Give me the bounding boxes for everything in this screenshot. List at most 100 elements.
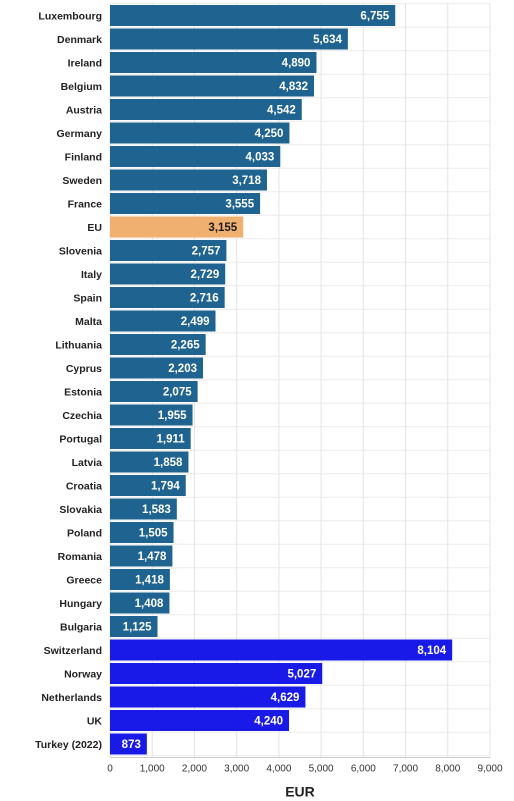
category-label: Slovakia <box>59 504 102 516</box>
bar <box>110 428 191 449</box>
x-tick-label: 5,000 <box>309 764 334 775</box>
value-label: 1,955 <box>158 410 187 422</box>
bar <box>110 498 177 520</box>
x-tick-label: 4,000 <box>266 764 291 775</box>
bar <box>110 310 216 332</box>
value-label: 4,542 <box>267 105 296 117</box>
bar <box>110 52 317 73</box>
category-label: Norway <box>64 668 102 680</box>
value-label: 1,125 <box>123 622 152 634</box>
category-label: Latvia <box>72 457 103 469</box>
x-tick-label: 2,000 <box>182 764 207 775</box>
value-label: 5,027 <box>287 669 316 681</box>
category-label: UK <box>87 715 103 727</box>
value-label: 2,203 <box>168 363 197 375</box>
category-label: Luxembourg <box>38 10 102 22</box>
bar <box>110 733 147 755</box>
bar <box>110 639 453 661</box>
value-label: 4,250 <box>255 128 284 140</box>
value-label: 4,240 <box>254 716 283 728</box>
value-label: 2,499 <box>181 316 210 328</box>
category-label: Bulgaria <box>60 621 102 633</box>
category-label: Turkey (2022) <box>35 739 102 751</box>
category-label: Hungary <box>59 598 102 610</box>
value-label: 4,033 <box>246 152 275 164</box>
category-label: Netherlands <box>41 692 102 704</box>
category-label: Ireland <box>68 57 102 69</box>
category-label: Malta <box>75 316 102 328</box>
bar <box>110 263 226 285</box>
value-label: 873 <box>122 739 141 751</box>
value-label: 2,757 <box>192 246 221 258</box>
value-label: 1,858 <box>154 457 183 469</box>
bar <box>110 357 204 379</box>
bar <box>110 381 198 402</box>
bar <box>110 686 306 708</box>
bar <box>110 475 186 496</box>
bar <box>110 710 290 731</box>
category-label: Croatia <box>66 480 102 492</box>
category-label: Austria <box>66 104 102 116</box>
category-label: France <box>68 198 103 210</box>
category-label: Spain <box>73 292 102 304</box>
value-label: 3,155 <box>208 222 237 234</box>
category-label: Italy <box>81 269 102 281</box>
category-label: EU <box>87 222 102 234</box>
bar <box>110 616 158 637</box>
value-label: 3,555 <box>225 199 254 211</box>
value-label: 2,265 <box>171 340 200 352</box>
value-label: 4,629 <box>271 692 300 704</box>
value-label: 4,832 <box>279 81 308 93</box>
value-label: 1,911 <box>157 434 186 446</box>
value-label: 2,075 <box>163 387 192 399</box>
value-label: 2,716 <box>190 293 219 305</box>
category-labels: Luxembourg Denmark Ireland Belgium Austria Ge… <box>35 10 103 751</box>
bars <box>110 5 453 755</box>
bar <box>110 5 396 26</box>
value-label: 3,718 <box>232 175 261 187</box>
value-label: 1,418 <box>135 575 164 587</box>
bar <box>110 99 302 120</box>
bar <box>110 663 323 684</box>
x-tick-label: 0 <box>107 764 113 775</box>
bar <box>110 287 225 308</box>
category-label: Greece <box>66 574 102 586</box>
value-label: 1,505 <box>139 528 168 540</box>
x-tick-label: 8,000 <box>435 764 460 775</box>
x-tick-label: 1,000 <box>140 764 165 775</box>
bar <box>110 28 348 50</box>
x-tick-label: 3,000 <box>224 764 249 775</box>
bar <box>110 451 189 473</box>
x-tick-label: 7,000 <box>393 764 418 775</box>
value-label: 4,890 <box>282 58 311 70</box>
x-axis-title: EUR <box>285 784 315 800</box>
category-label: Finland <box>65 151 102 163</box>
value-label: 1,478 <box>138 551 167 563</box>
bar <box>110 522 174 543</box>
x-tick-label: 9,000 <box>477 764 502 775</box>
value-label: 1,794 <box>151 481 180 493</box>
x-tick-label: 6,000 <box>351 764 376 775</box>
bar <box>110 404 193 426</box>
category-label: Cyprus <box>66 363 102 375</box>
category-label: Belgium <box>61 81 102 93</box>
value-label: 5,634 <box>313 34 342 46</box>
category-label: Lithuania <box>55 339 102 351</box>
bar <box>110 146 281 167</box>
category-label: Germany <box>56 128 102 140</box>
gridlines <box>109 3 491 758</box>
category-label: Switzerland <box>44 645 102 657</box>
value-label: 6,755 <box>360 11 389 23</box>
bar <box>110 592 170 614</box>
category-label: Portugal <box>59 433 102 445</box>
bar <box>110 122 290 144</box>
bar <box>110 240 227 261</box>
bar <box>110 545 173 567</box>
category-label: Poland <box>67 527 102 539</box>
value-label: 1,408 <box>135 598 164 610</box>
value-label: 8,104 <box>417 645 446 657</box>
bar <box>110 75 315 97</box>
category-label: Czechia <box>62 410 102 422</box>
value-label: 1,583 <box>142 504 171 516</box>
